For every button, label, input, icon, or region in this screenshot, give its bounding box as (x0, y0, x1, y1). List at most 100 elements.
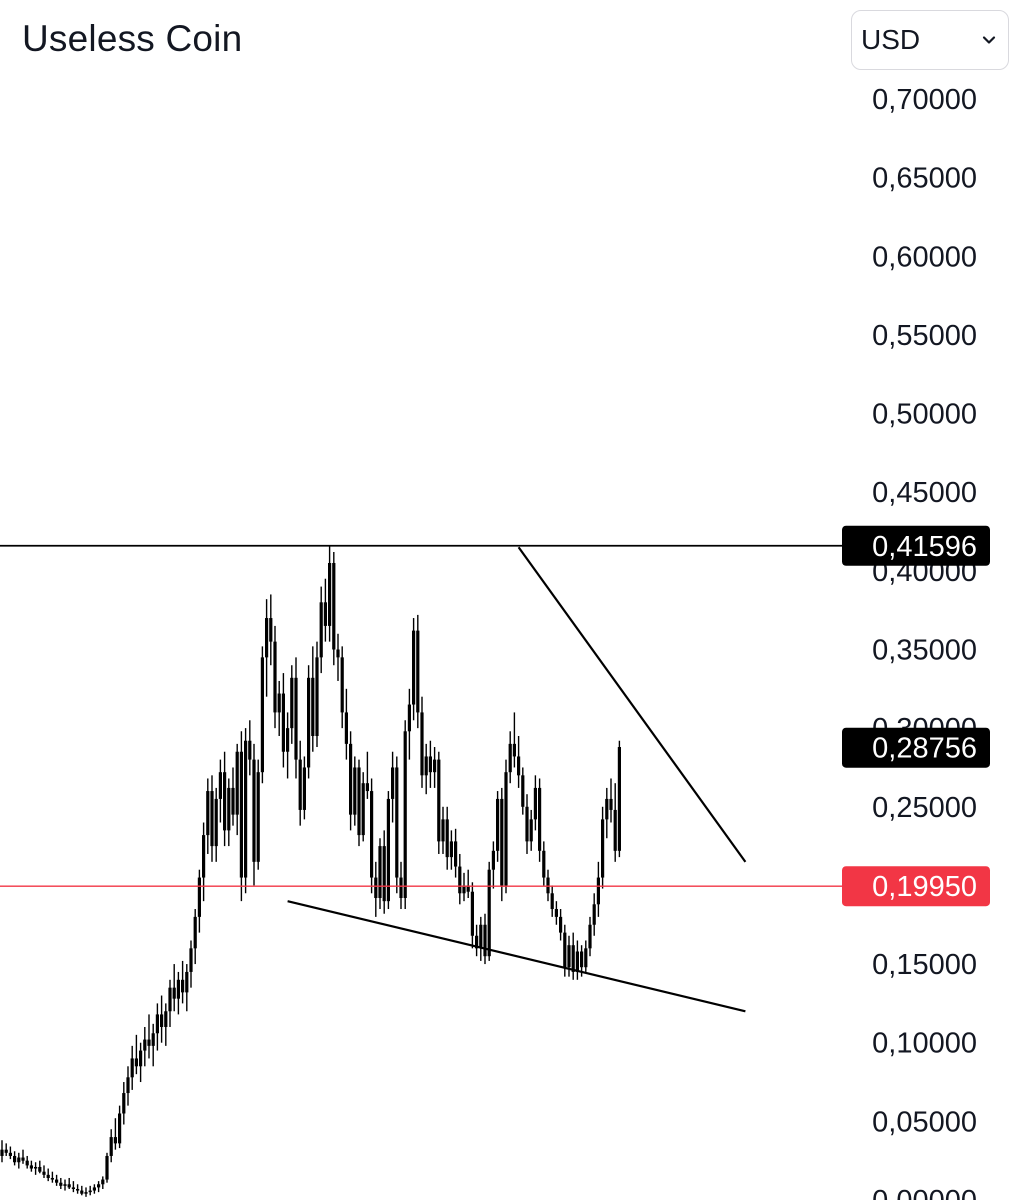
candle (235, 743, 239, 836)
candle (286, 712, 290, 779)
candle (441, 806, 445, 854)
candle (466, 869, 470, 899)
candle (147, 1014, 151, 1059)
candle (340, 646, 344, 729)
candle (365, 751, 369, 799)
candle (265, 599, 269, 697)
candle (231, 767, 235, 826)
candle (21, 1149, 25, 1164)
y-tick-label: 0,25000 (872, 792, 977, 824)
candle (508, 731, 512, 784)
candle (134, 1034, 138, 1075)
candle (197, 869, 201, 933)
candle (588, 916, 592, 957)
candle (382, 830, 386, 914)
candle (491, 841, 495, 889)
candle (546, 869, 550, 902)
candle (277, 680, 281, 737)
candle (361, 772, 365, 842)
candle (349, 731, 353, 831)
candle (17, 1152, 21, 1169)
candle (105, 1152, 109, 1183)
candle (164, 1003, 168, 1046)
horizontal-lines (0, 544, 842, 887)
trendline-lower-wedge[interactable] (287, 900, 746, 1013)
candle (386, 791, 390, 910)
chart-title: Useless Coin (22, 18, 243, 59)
candle (445, 806, 449, 870)
candle (122, 1082, 126, 1125)
candle (294, 657, 298, 779)
candle (252, 743, 256, 886)
candle (487, 861, 491, 961)
candle (84, 1187, 88, 1197)
y-tick-label: 0,35000 (872, 635, 977, 667)
candle (517, 736, 521, 788)
candle (101, 1176, 105, 1189)
candle (538, 778, 542, 862)
candle (479, 916, 483, 961)
candle (336, 633, 340, 681)
candle (151, 1023, 155, 1067)
candle (420, 696, 424, 788)
candle (374, 861, 378, 917)
candle (596, 861, 600, 917)
price-label: 0,28756 (842, 727, 990, 768)
candle (59, 1177, 63, 1189)
candle (38, 1160, 42, 1174)
candle (50, 1171, 54, 1183)
candle (118, 1105, 122, 1149)
candle (185, 964, 189, 1012)
candle (353, 756, 357, 826)
candle (470, 882, 474, 949)
candle (554, 901, 558, 925)
candle (176, 971, 180, 1015)
candle (63, 1179, 67, 1191)
candle (613, 783, 617, 862)
candle (281, 673, 285, 768)
candle (357, 759, 361, 847)
svg-text:0,41596: 0,41596 (872, 531, 977, 563)
y-tick-label: 0,60000 (872, 241, 977, 273)
trendlines (287, 546, 747, 1013)
candle (424, 743, 428, 795)
candle (239, 731, 243, 902)
candle (449, 830, 453, 870)
candle (218, 759, 222, 823)
trendline-upper-wedge[interactable] (517, 546, 747, 863)
currency-select[interactable]: USD (851, 10, 1009, 70)
candle (521, 767, 525, 815)
candle (344, 688, 348, 760)
candle (407, 688, 411, 760)
candle (248, 720, 252, 776)
y-tick-label: 0,55000 (872, 320, 977, 352)
candle (609, 778, 613, 823)
candle (13, 1151, 17, 1166)
candle (260, 646, 264, 784)
candle (567, 935, 571, 977)
candle (542, 841, 546, 886)
candle (601, 806, 605, 889)
candle (181, 960, 185, 1004)
candle (483, 913, 487, 965)
candle (34, 1162, 38, 1175)
candle (189, 940, 193, 988)
candle (193, 909, 197, 965)
chevron-down-icon (982, 36, 996, 44)
candle (416, 614, 420, 729)
price-label: 0,41596 (842, 525, 990, 566)
candle (269, 594, 273, 666)
candle (307, 665, 311, 779)
y-axis: 0,70000 0,65000 0,60000 0,55000 0,50000 0,450… (872, 84, 977, 1200)
candle (370, 778, 374, 894)
candle (605, 787, 609, 839)
candle (168, 979, 172, 1027)
candle (76, 1184, 80, 1194)
candle (80, 1185, 84, 1196)
candle (433, 747, 437, 788)
candle (504, 759, 508, 894)
y-tick-label: 0,10000 (872, 1028, 977, 1060)
candle (130, 1045, 134, 1090)
